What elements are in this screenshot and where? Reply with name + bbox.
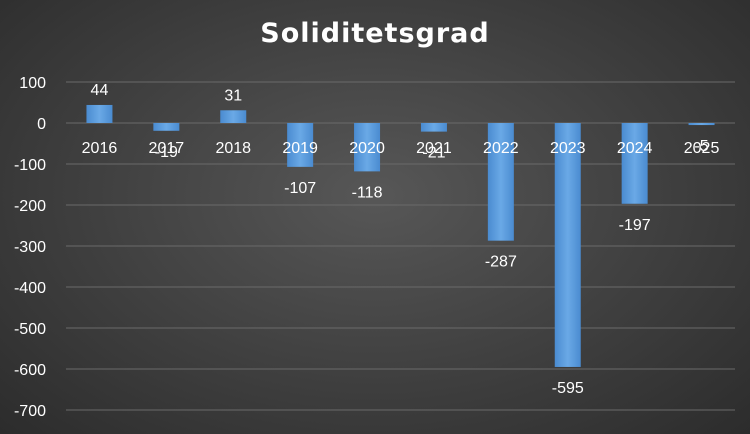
gridlines	[66, 81, 735, 411]
x-tick-label: 2024	[617, 140, 653, 157]
data-label: -595	[552, 380, 584, 397]
x-tick-label: 2016	[82, 140, 118, 157]
data-label: -19	[155, 144, 178, 161]
y-tick-label: -300	[14, 239, 46, 256]
y-tick-label: -500	[14, 321, 46, 338]
x-tick-label: 2022	[483, 140, 519, 157]
y-tick-label: -600	[14, 362, 46, 379]
y-tick-label: 100	[19, 75, 46, 92]
x-tick-label: 2019	[282, 140, 318, 157]
data-label: -107	[284, 180, 316, 197]
x-axis-tick-labels: 2016 2017 2018 2019 2020 2021 2022 2023 2024 2025	[82, 140, 720, 157]
data-label: 44	[91, 82, 109, 99]
bar-2017	[153, 123, 180, 131]
data-label: -197	[619, 217, 651, 234]
x-tick-label: 2025	[684, 140, 720, 157]
chart-title: Soliditetsgrad	[260, 18, 490, 49]
y-tick-label: -200	[14, 198, 46, 215]
data-label: -287	[485, 254, 517, 271]
y-tick-label: 0	[37, 116, 46, 133]
x-tick-label: 2017	[149, 140, 185, 157]
y-tick-label: -100	[14, 157, 46, 174]
x-tick-label: 2023	[550, 140, 586, 157]
bar-2018	[220, 110, 247, 123]
data-label: -5	[694, 138, 708, 155]
x-tick-label: 2018	[215, 140, 251, 157]
x-tick-label: 2020	[349, 140, 385, 157]
bar-2025	[688, 123, 715, 126]
y-tick-label: -400	[14, 280, 46, 297]
bar-2021	[420, 123, 447, 132]
bar-2024	[621, 123, 648, 204]
y-axis-tick-labels: 100 0 -100 -200 -300 -400 -500 -600 -700	[14, 75, 46, 420]
bars	[86, 104, 715, 367]
bar-2023	[554, 123, 581, 367]
x-tick-label: 2021	[416, 140, 452, 157]
data-labels: 44 -19 31 -107 -118 -21 -287 -595 -197 -5	[91, 82, 709, 397]
bar-2016	[86, 104, 113, 123]
data-label: -118	[352, 184, 383, 201]
data-label: 31	[224, 87, 242, 104]
data-label: -21	[422, 145, 445, 162]
bar-2020	[354, 123, 381, 172]
y-tick-label: -700	[14, 403, 46, 420]
bar-2022	[487, 123, 514, 241]
bar-2019	[287, 123, 314, 167]
